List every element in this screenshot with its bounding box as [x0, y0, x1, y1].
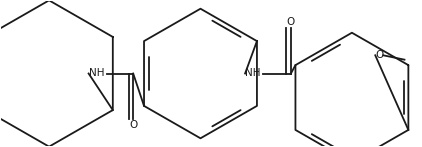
- Text: O: O: [129, 120, 137, 130]
- Text: O: O: [375, 50, 383, 60]
- Text: O: O: [287, 17, 295, 27]
- Text: NH: NH: [89, 69, 104, 78]
- Text: NH: NH: [245, 69, 261, 78]
